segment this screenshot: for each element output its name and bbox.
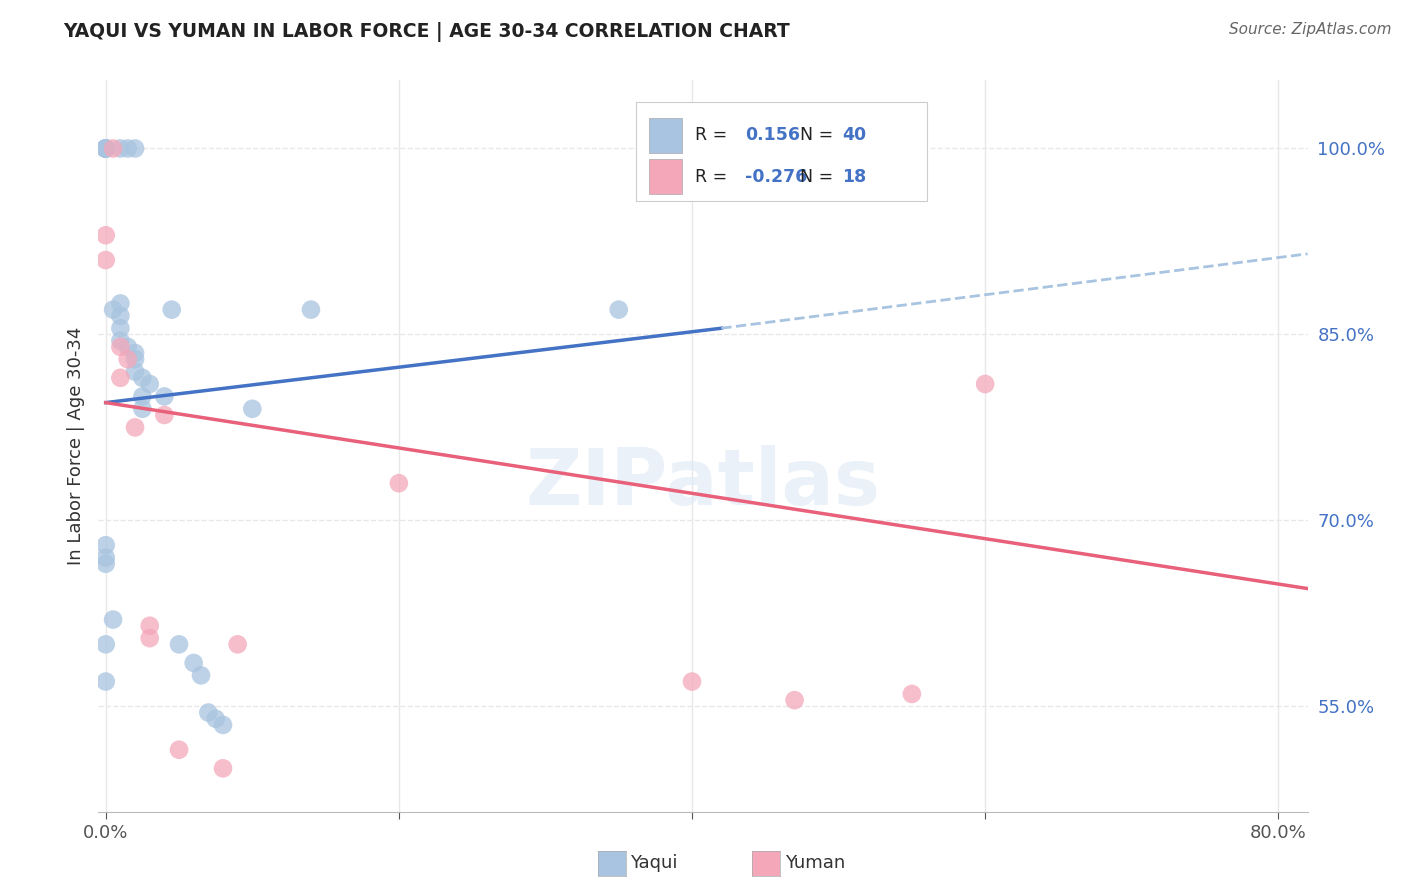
Point bbox=[124, 420, 146, 434]
Text: Source: ZipAtlas.com: Source: ZipAtlas.com bbox=[1229, 22, 1392, 37]
Point bbox=[190, 668, 212, 682]
Point bbox=[117, 141, 139, 155]
Point bbox=[124, 352, 146, 367]
Point bbox=[94, 141, 117, 155]
Point bbox=[783, 693, 806, 707]
Point bbox=[94, 550, 117, 565]
Text: N =: N = bbox=[800, 168, 832, 186]
Point bbox=[901, 687, 924, 701]
FancyBboxPatch shape bbox=[637, 103, 927, 201]
Point bbox=[110, 296, 132, 310]
Point bbox=[110, 340, 132, 354]
Point bbox=[160, 302, 183, 317]
Text: R =: R = bbox=[695, 126, 727, 145]
Point bbox=[94, 141, 117, 155]
Point bbox=[110, 334, 132, 348]
Point bbox=[101, 302, 124, 317]
Point bbox=[131, 401, 153, 416]
Point bbox=[124, 346, 146, 360]
Point bbox=[153, 389, 176, 403]
Point bbox=[110, 371, 132, 385]
Point bbox=[167, 743, 190, 757]
Text: YAQUI VS YUMAN IN LABOR FORCE | AGE 30-34 CORRELATION CHART: YAQUI VS YUMAN IN LABOR FORCE | AGE 30-3… bbox=[63, 22, 790, 42]
Text: ZIPatlas: ZIPatlas bbox=[526, 444, 880, 521]
Text: 18: 18 bbox=[842, 168, 866, 186]
Text: 0.156: 0.156 bbox=[745, 126, 800, 145]
FancyBboxPatch shape bbox=[648, 119, 682, 153]
Y-axis label: In Labor Force | Age 30-34: In Labor Force | Age 30-34 bbox=[66, 326, 84, 566]
Point bbox=[131, 371, 153, 385]
Point bbox=[974, 377, 997, 392]
Point bbox=[607, 302, 630, 317]
Point bbox=[197, 706, 219, 720]
Point bbox=[183, 656, 205, 670]
Point bbox=[138, 619, 160, 633]
Point bbox=[240, 401, 263, 416]
Point bbox=[94, 557, 117, 571]
Point bbox=[110, 309, 132, 323]
Point bbox=[117, 340, 139, 354]
Text: R =: R = bbox=[695, 168, 727, 186]
Point bbox=[94, 538, 117, 552]
Text: -0.276: -0.276 bbox=[745, 168, 807, 186]
Text: N =: N = bbox=[800, 126, 832, 145]
Point bbox=[124, 141, 146, 155]
Point bbox=[681, 674, 703, 689]
Point bbox=[110, 321, 132, 335]
Point bbox=[101, 141, 124, 155]
Point bbox=[94, 141, 117, 155]
Text: Yuman: Yuman bbox=[785, 855, 845, 872]
Point bbox=[167, 637, 190, 651]
Text: Yaqui: Yaqui bbox=[630, 855, 678, 872]
Point bbox=[138, 631, 160, 645]
Point bbox=[299, 302, 322, 317]
Point bbox=[94, 253, 117, 268]
Point bbox=[212, 761, 235, 775]
Point bbox=[117, 352, 139, 367]
FancyBboxPatch shape bbox=[648, 159, 682, 194]
Point bbox=[94, 228, 117, 243]
Point bbox=[204, 712, 226, 726]
Point bbox=[110, 141, 132, 155]
Point bbox=[94, 141, 117, 155]
Text: 40: 40 bbox=[842, 126, 866, 145]
Point bbox=[94, 141, 117, 155]
Point bbox=[138, 377, 160, 392]
Point bbox=[94, 141, 117, 155]
Point bbox=[388, 476, 411, 491]
Point bbox=[153, 408, 176, 422]
Point bbox=[124, 365, 146, 379]
Point bbox=[212, 718, 235, 732]
Point bbox=[94, 141, 117, 155]
Point bbox=[131, 389, 153, 403]
Point bbox=[94, 674, 117, 689]
Point bbox=[226, 637, 249, 651]
Point bbox=[101, 613, 124, 627]
Point bbox=[94, 637, 117, 651]
